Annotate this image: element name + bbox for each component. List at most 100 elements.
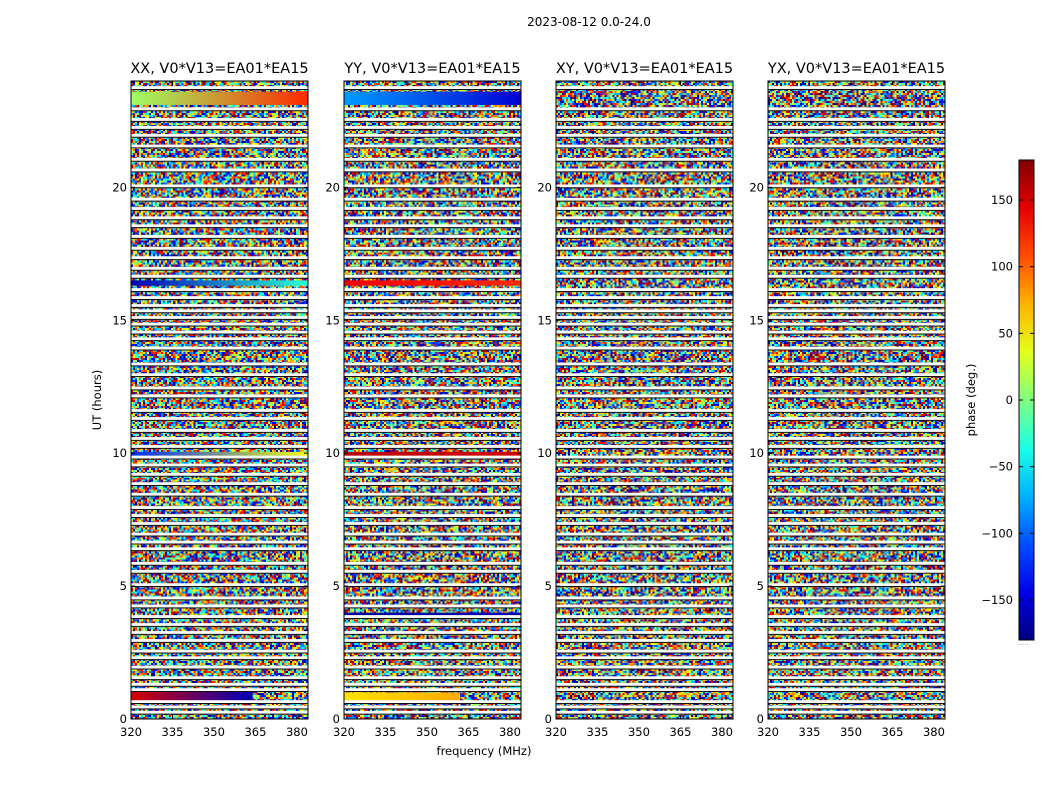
flagged-gap: [344, 362, 521, 366]
flagged-gap: [768, 514, 945, 518]
flagged-gap: [344, 522, 521, 526]
flagged-gap: [131, 309, 308, 313]
x-tick-label: 335: [799, 725, 821, 739]
flagged-gap: [131, 472, 308, 476]
colorbar-tick-label: 150: [991, 193, 1013, 207]
panel-title: YY, V0*V13=EA01*EA15: [343, 61, 520, 77]
flagged-gap: [768, 656, 945, 660]
x-tick-label: 365: [669, 725, 691, 739]
flagged-gap: [344, 126, 521, 130]
flagged-gap: [131, 224, 308, 228]
flagged-gap: [556, 409, 733, 413]
flagged-gap: [131, 656, 308, 660]
colorbar-tick-label: −150: [981, 593, 1013, 607]
flagged-gap: [556, 394, 733, 398]
flagged-gap: [556, 86, 733, 90]
flagged-gap: [344, 561, 521, 565]
flagged-gap: [556, 144, 733, 148]
flagged-gap: [344, 506, 521, 510]
y-tick-label: 20: [537, 180, 552, 194]
y-tick-label: 20: [325, 180, 340, 194]
y-tick-label: 5: [757, 579, 764, 593]
flagged-gap: [131, 288, 308, 292]
flagged-gap: [131, 700, 308, 704]
flagged-gap: [344, 256, 521, 260]
flagged-gap: [556, 532, 733, 536]
flagged-gap: [768, 547, 945, 551]
flagged-gap: [131, 373, 308, 377]
y-tick-label: 0: [120, 712, 127, 726]
flagged-gap: [344, 472, 521, 476]
flagged-gap: [556, 207, 733, 211]
flagged-gap: [768, 184, 945, 188]
flagged-gap: [344, 631, 521, 635]
flagged-gap: [131, 561, 308, 565]
flagged-gap: [556, 561, 733, 565]
flagged-gap: [556, 676, 733, 680]
flagged-gap: [556, 316, 733, 320]
x-tick-label: 320: [333, 725, 355, 739]
flagged-gap: [344, 266, 521, 270]
flagged-gap: [131, 639, 308, 643]
coherent-band: [131, 280, 308, 286]
flagged-gap: [131, 710, 308, 714]
flagged-gap: [556, 649, 733, 653]
flagged-gap: [768, 676, 945, 680]
flagged-gap: [131, 514, 308, 518]
flagged-gap: [131, 506, 308, 510]
flagged-gap: [344, 330, 521, 334]
flagged-gap: [768, 316, 945, 320]
x-tick-label: 380: [286, 725, 308, 739]
panel-title: XY, V0*V13=EA01*EA15: [556, 61, 733, 77]
flagged-gap: [344, 224, 521, 228]
flagged-gap: [131, 322, 308, 326]
flagged-gap: [768, 665, 945, 669]
flagged-gap: [131, 429, 308, 433]
flagged-gap: [131, 615, 308, 619]
flagged-gap: [131, 649, 308, 653]
flagged-gap: [768, 623, 945, 627]
flagged-gap: [344, 235, 521, 239]
flagged-gap: [344, 437, 521, 441]
flagged-gap: [344, 288, 521, 292]
flagged-gap: [556, 322, 733, 326]
x-tick-label: 365: [457, 725, 479, 739]
flagged-gap: [131, 246, 308, 250]
flagged-gap: [344, 429, 521, 433]
flagged-gap: [131, 107, 308, 111]
colorbar-tick-label: −50: [989, 460, 1013, 474]
flagged-gap: [768, 688, 945, 692]
flagged-gap: [556, 197, 733, 201]
flagged-gap: [768, 309, 945, 313]
flagged-gap: [556, 604, 733, 608]
flagged-gap: [768, 168, 945, 172]
panel-xx: XX, V0*V13=EA01*EA15 320 335 350 365 380 0 5 10 1…: [112, 61, 308, 739]
y-tick-label: 10: [112, 446, 127, 460]
flagged-gap: [131, 304, 308, 308]
y-tick-label: 0: [333, 712, 340, 726]
flagged-gap: [768, 86, 945, 90]
flagged-gap: [556, 157, 733, 161]
panel-frame: [130, 80, 309, 720]
y-tick-label: 5: [120, 579, 127, 593]
flagged-gap: [768, 256, 945, 260]
flagged-gap: [768, 649, 945, 653]
flagged-gap: [556, 330, 733, 334]
flagged-gap: [768, 482, 945, 486]
flagged-gap: [768, 144, 945, 148]
colorbar-tick-label: 0: [1006, 393, 1013, 407]
flagged-gap: [344, 346, 521, 350]
flagged-gap: [768, 700, 945, 704]
flagged-gap: [556, 246, 733, 250]
panel-frame: [555, 80, 734, 720]
flagged-gap: [131, 623, 308, 627]
flagged-gap: [556, 184, 733, 188]
y-tick-label: 10: [749, 446, 764, 460]
flagged-gap: [131, 394, 308, 398]
flagged-gap: [768, 394, 945, 398]
flagged-gap: [344, 144, 521, 148]
flagged-gap: [344, 688, 521, 692]
flagged-gap: [556, 429, 733, 433]
flagged-gap: [768, 266, 945, 270]
